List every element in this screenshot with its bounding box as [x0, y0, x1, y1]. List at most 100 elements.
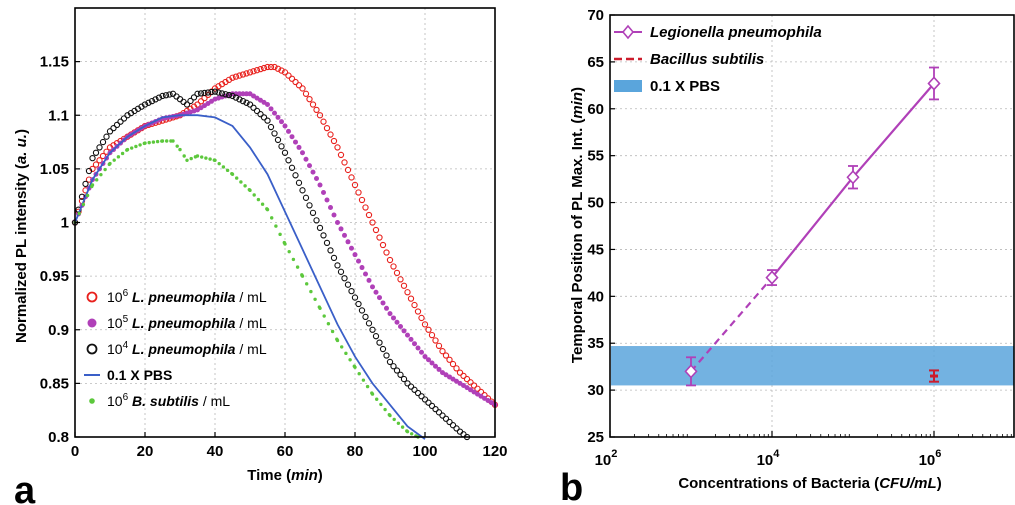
chart-a-point: [190, 94, 198, 101]
chart-a-point: [159, 92, 166, 100]
chart-a-point: [117, 118, 124, 125]
chart-a-point: [221, 165, 226, 169]
chart-b-point: [846, 170, 860, 185]
chart-a-point: [362, 313, 369, 321]
chart-a-point: [293, 139, 298, 145]
chart-a-point: [232, 94, 240, 101]
chart-panel-b: 102 104 106 25 30 35 40 45 50 55 60 65 70 Legionella…: [560, 7, 1015, 505]
chart-a-legend-label: 106 B. subtilis / mL: [107, 392, 230, 409]
chart-a-point: [436, 366, 442, 372]
chart-b-legend-item-bacillus: Bacillus subtilis: [614, 51, 764, 68]
chart-a-point: [239, 71, 247, 78]
chart-a-point: [134, 144, 138, 149]
chart-a-point: [285, 72, 292, 79]
chart-a-point: [208, 88, 215, 96]
chart-a-point: [265, 102, 270, 108]
chart-b-y-tick-label: 25: [587, 429, 604, 446]
chart-a-point: [272, 110, 277, 116]
chart-a-ticks: 0 20 40 60 80 100 120 0.8 0.85 0.9 0.95 1 1.05 1.1 1.1…: [40, 54, 508, 460]
chart-a-point: [243, 99, 250, 106]
chart-a-point: [393, 269, 401, 277]
chart-a-point: [358, 307, 366, 314]
chart-a-point: [327, 131, 334, 138]
chart-a-point: [342, 232, 347, 238]
chart-a-point: [160, 139, 165, 143]
chart-a-point: [92, 149, 100, 156]
chart-a-legend-unit: / mL: [235, 289, 266, 305]
chart-b-ylabel-part-1: Temporal Position of PL Max. Int. (: [569, 119, 586, 363]
chart-a-point: [377, 295, 382, 301]
chart-a-point: [252, 193, 256, 197]
chart-a-point: [398, 324, 403, 330]
chart-a-point: [229, 74, 236, 81]
chart-b-y-tick-label: 30: [587, 382, 604, 399]
chart-a-point: [300, 150, 305, 156]
chart-a-point: [338, 226, 344, 232]
chart-b-ticks: 102 104 106 25 30 35 40 45 50 55 60 65 70: [587, 7, 1012, 469]
chart-b-xlabel-part-1: Concentrations of Bacteria (: [678, 475, 879, 492]
chart-a-point: [330, 329, 335, 334]
chart-a-legend-label: 105 L. pneumophila / mL: [107, 314, 267, 331]
chart-a-point: [411, 386, 418, 393]
chart-a-point: [400, 282, 408, 289]
chart-b-legend-label: Bacillus subtilis: [650, 51, 764, 68]
chart-a-point: [281, 149, 289, 156]
chart-b-y-tick-label: 40: [587, 288, 604, 305]
chart-a-point: [328, 204, 333, 210]
chart-a-point: [387, 311, 393, 317]
chart-a-legend-unit: / mL: [199, 393, 230, 409]
chart-a-x-tick-label: 100: [412, 443, 437, 460]
chart-a-point: [197, 98, 205, 105]
chart-a-point: [260, 114, 268, 121]
chart-a-point: [355, 189, 362, 196]
chart-a-legend-exponent: 6: [123, 392, 129, 403]
chart-a-point: [176, 96, 184, 103]
chart-a-point: [108, 161, 112, 166]
chart-a-point: [397, 276, 404, 283]
chart-a-point: [306, 96, 313, 103]
chart-a-point: [449, 360, 457, 368]
chart-a-point: [299, 187, 306, 194]
chart-a-point: [418, 314, 425, 322]
chart-a-point: [185, 158, 189, 162]
chart-a-legend-swatch: [86, 343, 98, 355]
chart-a-point: [295, 82, 303, 89]
chart-b-dashed-segment: [690, 276, 773, 373]
chart-b-series-bacillus: [929, 369, 939, 383]
chart-b-legend-marker: [621, 24, 635, 40]
chart-a-point: [348, 174, 355, 181]
chart-a-point: [112, 158, 116, 162]
chart-b-y-tick-label: 65: [587, 54, 604, 71]
chart-a-point: [421, 321, 429, 328]
chart-a-point: [155, 94, 163, 101]
chart-b-point: [927, 76, 941, 91]
chart-a-point: [236, 72, 243, 79]
chart-a-point: [334, 262, 341, 269]
chart-a-series-5: [73, 139, 420, 439]
chart-a-point: [410, 432, 414, 436]
chart-a-point: [89, 154, 96, 162]
chart-a-legend-base: 10: [107, 341, 123, 357]
chart-a-legend-label: 104 L. pneumophila / mL: [107, 340, 267, 357]
chart-a-legend-swatch: [89, 398, 95, 404]
chart-a-point: [412, 341, 417, 347]
chart-a-point: [305, 282, 309, 286]
chart-a-point: [359, 265, 365, 271]
chart-a-point: [152, 96, 159, 103]
chart-a-point: [278, 232, 282, 237]
chart-b-legend-item-legionella: Legionella pneumophila: [614, 24, 822, 41]
chart-a-point: [369, 326, 376, 333]
chart-a-x-tick-label: 120: [482, 443, 507, 460]
chart-a-point: [348, 358, 352, 362]
chart-a-y-tick-label: 1.15: [40, 54, 69, 71]
chart-a-legend-swatch: [87, 318, 97, 328]
chart-a-legend-organism: 0.1 X PBS: [107, 367, 172, 383]
chart-b-xlabel-part-3: ): [937, 475, 942, 492]
chart-a-point: [363, 271, 368, 277]
chart-a-point: [453, 365, 460, 372]
chart-a-point: [217, 161, 221, 166]
chart-a-point: [260, 64, 268, 72]
chart-a-point: [370, 284, 375, 290]
